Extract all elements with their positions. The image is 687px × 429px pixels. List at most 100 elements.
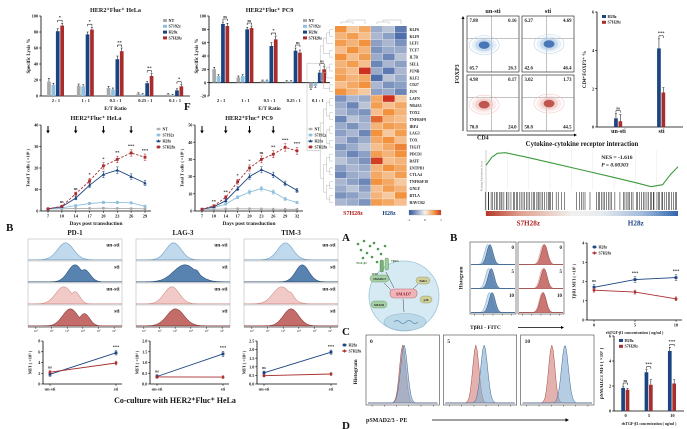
svg-text:***: *** <box>632 270 639 275</box>
svg-text:TIM-3: TIM-3 <box>281 229 301 237</box>
svg-text:IL7R: IL7R <box>410 56 419 60</box>
svg-text:70.8: 70.8 <box>470 126 479 131</box>
svg-text:***: *** <box>128 144 135 149</box>
svg-text:sti: sti <box>221 387 226 392</box>
svg-text:MFI ( ×10³ ): MFI ( ×10³ ) <box>28 350 33 374</box>
svg-text:un-sti: un-sti <box>214 287 228 293</box>
panel-letter-d: D <box>342 420 350 429</box>
svg-text:TNFRSF18: TNFRSF18 <box>410 180 429 184</box>
svg-text:10⁶: 10⁶ <box>220 329 224 333</box>
svg-text:0.16: 0.16 <box>508 19 517 24</box>
svg-text:10: 10 <box>212 214 217 219</box>
svg-text:PD-1: PD-1 <box>67 229 83 237</box>
svg-text:un-sti: un-sti <box>152 387 164 392</box>
svg-text:ns: ns <box>74 187 78 191</box>
svg-text:2: 2 <box>38 371 40 376</box>
svg-text:sti: sti <box>329 387 334 392</box>
svg-text:**: ** <box>117 40 122 45</box>
svg-text:KLF2: KLF2 <box>410 76 420 80</box>
svg-text:10: 10 <box>670 413 675 418</box>
svg-text:*: * <box>89 19 92 24</box>
svg-text:LAG3: LAG3 <box>410 132 420 136</box>
svg-text:sti: sti <box>222 309 228 315</box>
svg-text:un-sti: un-sti <box>45 387 57 392</box>
svg-text:Total T cells ( ×10⁶ ): Total T cells ( ×10⁶ ) <box>26 149 31 187</box>
svg-text:10²: 10² <box>157 329 161 333</box>
svg-text:ns: ns <box>223 15 227 19</box>
svg-text:H28z: H28z <box>169 30 178 35</box>
chart-mfi-lag3: 0.0 0.5 1.0 1.5 2.0 MFI ( ×10⁴ ) un-sti sti ns **… <box>133 334 233 394</box>
svg-text:10: 10 <box>674 323 679 328</box>
svg-text:sti: sti <box>330 309 336 315</box>
svg-text:**: ** <box>147 65 152 70</box>
svg-text:S7192z: S7192z <box>163 134 175 138</box>
svg-text:HER2⁺Fluc⁺ HeLa: HER2⁺Fluc⁺ HeLa <box>90 7 141 14</box>
svg-text:SELL: SELL <box>410 62 420 66</box>
svg-text:**: ** <box>212 199 217 204</box>
svg-text:S7192z: S7192z <box>169 24 181 29</box>
svg-text:1 : 1: 1 : 1 <box>241 98 250 103</box>
svg-text:3: 3 <box>582 260 584 265</box>
svg-text:NT: NT <box>169 18 175 23</box>
svg-text:GNLY: GNLY <box>410 187 421 191</box>
svg-text:TOX: TOX <box>410 139 418 143</box>
svg-text:*: * <box>248 159 251 164</box>
svg-text:10: 10 <box>34 187 38 192</box>
svg-text:PDCD1: PDCD1 <box>410 152 423 156</box>
svg-text:sti: sti <box>114 309 120 315</box>
svg-text:HER2⁺Fluc⁺ PC9: HER2⁺Fluc⁺ PC9 <box>246 7 294 14</box>
svg-text:TCF7: TCF7 <box>410 49 420 53</box>
svg-text:26: 26 <box>129 214 134 219</box>
svg-text:H28z: H28z <box>163 140 172 144</box>
svg-text:un-sti: un-sti <box>106 243 120 249</box>
svg-text:1.73: 1.73 <box>563 78 572 83</box>
svg-text:sti: sti <box>330 265 336 271</box>
svg-text:rhTGF-β1 concentration ( ng/ml: rhTGF-β1 concentration ( ng/ml ) <box>622 422 677 426</box>
svg-text:Specific Lysis %: Specific Lysis % <box>195 38 200 73</box>
svg-text:***: *** <box>669 339 677 344</box>
svg-text:un-sti: un-sti <box>259 387 271 392</box>
svg-text:60: 60 <box>34 46 39 51</box>
svg-text:0: 0 <box>625 413 628 418</box>
svg-text:10: 10 <box>525 339 531 345</box>
svg-text:***: *** <box>113 344 120 349</box>
svg-text:***: *** <box>328 344 335 349</box>
coculture-caption: Co-culture with HER2⁺Fluc⁺ HeLa <box>114 396 236 405</box>
svg-text:14: 14 <box>224 214 229 219</box>
svg-text:2 : 1: 2 : 1 <box>52 98 61 103</box>
svg-text:4: 4 <box>592 48 595 53</box>
svg-text:6: 6 <box>609 334 612 339</box>
svg-text:0: 0 <box>38 382 40 387</box>
svg-text:100: 100 <box>32 14 39 19</box>
svg-text:pSMAD2/3 MFI ( ×10³ ): pSMAD2/3 MFI ( ×10³ ) <box>600 348 605 400</box>
svg-text:P = 0.00303: P = 0.00303 <box>601 163 629 169</box>
chart-mfi-pd1: 0 2 4 6 8 MFI ( ×10³ ) un-sti sti ns *** <box>26 334 126 394</box>
svg-text:7: 7 <box>201 214 204 219</box>
svg-text:17: 17 <box>235 214 240 219</box>
svg-text:17: 17 <box>87 214 92 219</box>
svg-text:23: 23 <box>115 214 120 219</box>
svg-text:TβRII: TβRII <box>391 260 399 263</box>
svg-text:1.5: 1.5 <box>142 349 147 354</box>
svg-text:***: *** <box>142 148 149 153</box>
svg-text:**: ** <box>271 145 276 150</box>
svg-text:ns: ns <box>155 370 159 374</box>
svg-text:TβRI - FITC: TβRI - FITC <box>470 325 501 331</box>
svg-text:20: 20 <box>34 166 38 171</box>
svg-text:1.0: 1.0 <box>142 360 147 365</box>
svg-text:50: 50 <box>188 123 192 128</box>
svg-text:ns: ns <box>248 19 252 23</box>
svg-text:2: 2 <box>609 384 611 389</box>
svg-text:S7H28z: S7H28z <box>608 20 622 25</box>
svg-text:***: *** <box>294 141 301 146</box>
svg-text:0: 0 <box>512 246 515 251</box>
svg-text:NT: NT <box>309 18 315 23</box>
svg-text:BATF: BATF <box>410 159 421 163</box>
svg-text:CTLA4: CTLA4 <box>410 173 423 177</box>
svg-text:KLF6: KLF6 <box>410 28 420 32</box>
svg-text:KLF9: KLF9 <box>410 35 420 39</box>
svg-text:un-sti: un-sti <box>611 129 626 135</box>
svg-text:S7H28z: S7H28z <box>516 220 540 228</box>
panel-letter-a: A <box>342 232 350 244</box>
foxp3-cd4-flow-plots: un-sti sti 7.88 0.16 65.7 26.3 6.27 4.69 42.6 46.… <box>450 6 580 140</box>
